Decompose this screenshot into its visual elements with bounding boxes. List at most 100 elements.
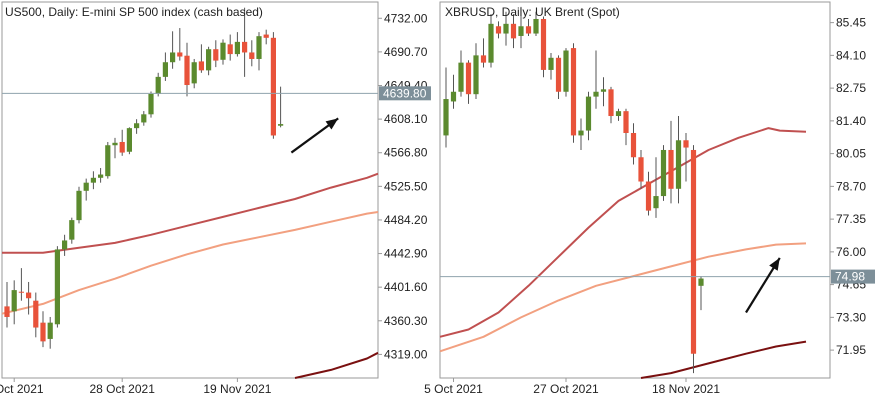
candle (105, 141, 111, 179)
candle-body (83, 182, 89, 191)
y-tick-label: 4360.30 (384, 314, 428, 328)
candle (480, 38, 487, 68)
candle-body (608, 89, 614, 117)
candle (473, 43, 479, 100)
candle (11, 280, 17, 325)
candle-body (234, 41, 240, 55)
y-tick-label: 4442.90 (384, 247, 428, 261)
candle (62, 234, 68, 256)
candle (698, 276, 704, 311)
candle-body (660, 149, 667, 197)
candle (40, 311, 46, 348)
candle (18, 268, 24, 301)
candle-body (141, 114, 147, 123)
ma-line-fast (439, 127, 807, 338)
candle-body (76, 190, 82, 221)
candle (249, 40, 255, 67)
candle (26, 281, 32, 315)
candle (270, 32, 276, 139)
candle-body (638, 157, 644, 182)
annotation-arrowhead (769, 257, 780, 271)
y-tick-label: 78.70 (836, 179, 866, 193)
candle (675, 116, 682, 204)
candle-body (148, 93, 154, 115)
candle-body (69, 220, 75, 240)
annotation-arrowhead (325, 118, 339, 130)
candle (533, 11, 539, 36)
candle-body (47, 322, 53, 339)
ma-line-mid (1, 211, 379, 315)
candle (141, 111, 147, 126)
plot-frame (1, 1, 379, 379)
candle-body (184, 55, 190, 86)
candle-body (256, 36, 262, 59)
current-price-label: 74.98 (835, 270, 865, 284)
candle-body (191, 62, 197, 84)
candle (555, 55, 562, 100)
x-tick-label: 27 Oct 2021 (533, 382, 599, 396)
candle (450, 74, 457, 109)
y-tick-label: 76.00 (836, 245, 866, 259)
y-tick-label: 4401.60 (384, 280, 428, 294)
candle (653, 157, 659, 218)
candle (256, 32, 262, 71)
candle-body (533, 18, 539, 34)
candle (608, 86, 614, 124)
candle (134, 119, 140, 134)
candle-body (62, 240, 68, 250)
x-tick-label: 5 Oct 2021 (424, 382, 483, 396)
candle (69, 217, 75, 244)
candle (263, 29, 269, 45)
candle (112, 137, 118, 159)
candle (213, 40, 219, 68)
candle (458, 50, 464, 97)
candle (191, 58, 197, 89)
candle-body (162, 62, 168, 77)
candle-body (668, 149, 674, 189)
plot-frame (439, 1, 831, 379)
candle-body (126, 128, 132, 152)
candle-body (525, 26, 532, 34)
candle (623, 108, 629, 146)
current-price-tag (831, 269, 875, 284)
candle-body (510, 23, 517, 39)
candle-body (690, 149, 697, 354)
candle (227, 34, 233, 61)
candle-body (249, 52, 255, 59)
candle (155, 72, 161, 97)
candle (76, 186, 82, 224)
candle-body (480, 55, 487, 63)
ma-line-fast (2, 172, 379, 254)
candle-body (540, 18, 547, 70)
candle (220, 39, 226, 65)
candle (162, 52, 168, 81)
chart-title: US500, Daily: E-mini SP 500 index (cash … (5, 5, 263, 19)
candle-body (263, 34, 269, 38)
candle-body (675, 140, 682, 189)
candle (33, 292, 39, 338)
candle-body (227, 44, 233, 55)
candle (184, 42, 190, 97)
candle-body (105, 145, 111, 177)
x-tick-label: 19 Nov 2021 (203, 382, 271, 396)
candle-body (630, 132, 637, 158)
y-tick-label: 4484.20 (384, 213, 428, 227)
candle-body (593, 91, 599, 97)
candle-body (198, 61, 204, 71)
candle (234, 32, 240, 57)
candle-body (585, 96, 592, 131)
candle-body (555, 57, 562, 92)
candle-body (698, 278, 704, 286)
candle (242, 7, 248, 77)
candle-body (112, 142, 118, 146)
candle (563, 48, 569, 97)
candle-body (119, 141, 125, 153)
chart-panel-us500: 4732.004690.704649.404608.104566.804525.… (0, 1, 431, 396)
candle (510, 14, 517, 49)
candle-body (518, 26, 524, 36)
candle-body (270, 37, 276, 136)
candle-body (465, 62, 472, 95)
candle (488, 14, 494, 68)
y-tick-label: 4566.80 (384, 146, 428, 160)
y-tick-label: 71.95 (836, 343, 866, 357)
